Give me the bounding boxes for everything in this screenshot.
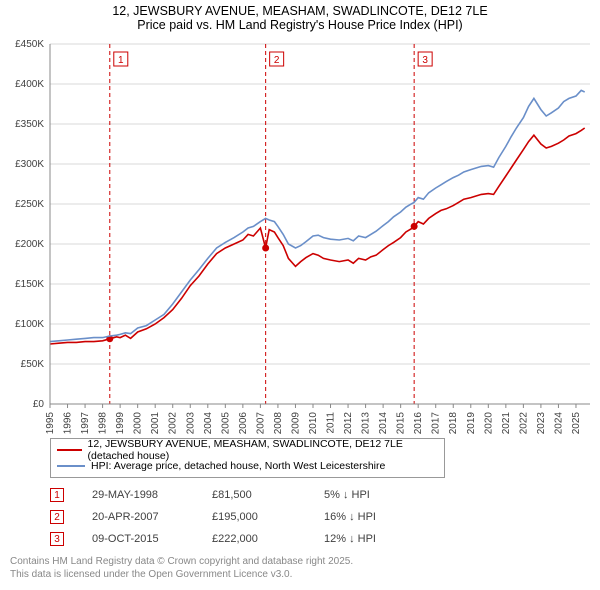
x-tick-label: 2002 [168, 412, 179, 434]
x-tick-label: 1998 [98, 412, 109, 434]
x-tick-label: 1995 [45, 412, 56, 434]
marker-badge: 1 [50, 488, 64, 502]
y-tick-label: £450K [15, 39, 44, 50]
footer: Contains HM Land Registry data © Crown c… [10, 556, 590, 581]
y-tick-label: £200K [15, 239, 44, 250]
legend: 12, JEWSBURY AVENUE, MEASHAM, SWADLINCOT… [50, 438, 445, 478]
marker-row: 2 20-APR-2007£195,00016% ↓ HPI [50, 506, 590, 528]
marker-date: 29-MAY-1998 [92, 489, 212, 501]
sale-point [411, 223, 418, 230]
x-tick-label: 2014 [378, 412, 389, 434]
marker-badge: 2 [50, 510, 64, 524]
marker-price: £222,000 [212, 533, 324, 545]
y-tick-label: £300K [15, 159, 44, 170]
x-tick-label: 2004 [203, 412, 214, 434]
x-tick-label: 2018 [448, 412, 459, 434]
x-tick-label: 2024 [553, 412, 564, 434]
series-hpi [50, 90, 585, 341]
marker-diff: 12% ↓ HPI [324, 533, 414, 545]
chart-area: £0 £50K £100K £150K £200K £250K £300K £350K £400… [0, 32, 600, 434]
x-tick-label: 2021 [501, 412, 512, 434]
legend-item: 12, JEWSBURY AVENUE, MEASHAM, SWADLINCOT… [57, 442, 438, 458]
marker-date: 20-APR-2007 [92, 511, 212, 523]
y-tick-label: £0 [33, 399, 45, 410]
x-tick-label: 2001 [150, 412, 161, 434]
sale-marker-num: 2 [274, 55, 280, 66]
sale-point [262, 245, 269, 252]
marker-diff: 16% ↓ HPI [324, 511, 414, 523]
footer-line-2: This data is licensed under the Open Gov… [10, 569, 590, 582]
x-tick-label: 2010 [308, 412, 319, 434]
x-tick-label: 2005 [220, 412, 231, 434]
title-sub: Price paid vs. HM Land Registry's House … [0, 18, 600, 32]
legend-swatch [57, 449, 82, 451]
y-tick-label: £50K [21, 359, 45, 370]
x-tick-label: 2011 [326, 412, 337, 434]
x-tick-label: 1997 [80, 412, 91, 434]
marker-row: 1 29-MAY-1998£81,5005% ↓ HPI [50, 484, 590, 506]
x-tick-label: 2012 [343, 412, 354, 434]
legend-label: HPI: Average price, detached house, Nort… [91, 460, 385, 472]
sale-marker-num: 1 [118, 55, 124, 66]
marker-price: £195,000 [212, 511, 324, 523]
marker-row: 3 09-OCT-2015£222,00012% ↓ HPI [50, 528, 590, 550]
x-tick-label: 2009 [290, 412, 301, 434]
x-tick-label: 2003 [185, 412, 196, 434]
y-tick-label: £150K [15, 279, 44, 290]
y-tick-label: £400K [15, 79, 44, 90]
y-tick-label: £100K [15, 319, 44, 330]
x-tick-label: 2025 [571, 412, 582, 434]
markers-table: 1 29-MAY-1998£81,5005% ↓ HPI 2 20-APR-2007£… [50, 484, 590, 550]
y-tick-label: £250K [15, 199, 44, 210]
legend-label: 12, JEWSBURY AVENUE, MEASHAM, SWADLINCOT… [88, 438, 438, 462]
x-tick-label: 2007 [255, 412, 266, 434]
x-tick-label: 2022 [518, 412, 529, 434]
x-tick-label: 2013 [361, 412, 372, 434]
x-tick-label: 2019 [466, 412, 477, 434]
x-tick-label: 2020 [483, 412, 494, 434]
x-tick-label: 2006 [238, 412, 249, 434]
x-tick-label: 2023 [536, 412, 547, 434]
x-tick-label: 2016 [413, 412, 424, 434]
line-chart: £0 £50K £100K £150K £200K £250K £300K £350K £400… [0, 32, 600, 434]
x-tick-label: 2000 [133, 412, 144, 434]
x-tick-label: 2008 [273, 412, 284, 434]
marker-diff: 5% ↓ HPI [324, 489, 414, 501]
x-tick-label: 2015 [396, 412, 407, 434]
marker-price: £81,500 [212, 489, 324, 501]
x-tick-label: 1999 [115, 412, 126, 434]
footer-line-1: Contains HM Land Registry data © Crown c… [10, 556, 590, 569]
x-tick-label: 2017 [431, 412, 442, 434]
marker-badge: 3 [50, 532, 64, 546]
title-main: 12, JEWSBURY AVENUE, MEASHAM, SWADLINCOT… [0, 4, 600, 18]
legend-item: HPI: Average price, detached house, Nort… [57, 458, 438, 474]
legend-swatch [57, 465, 85, 467]
sale-marker-num: 3 [422, 55, 428, 66]
y-tick-label: £350K [15, 119, 44, 130]
x-tick-label: 1996 [63, 412, 74, 434]
marker-date: 09-OCT-2015 [92, 533, 212, 545]
